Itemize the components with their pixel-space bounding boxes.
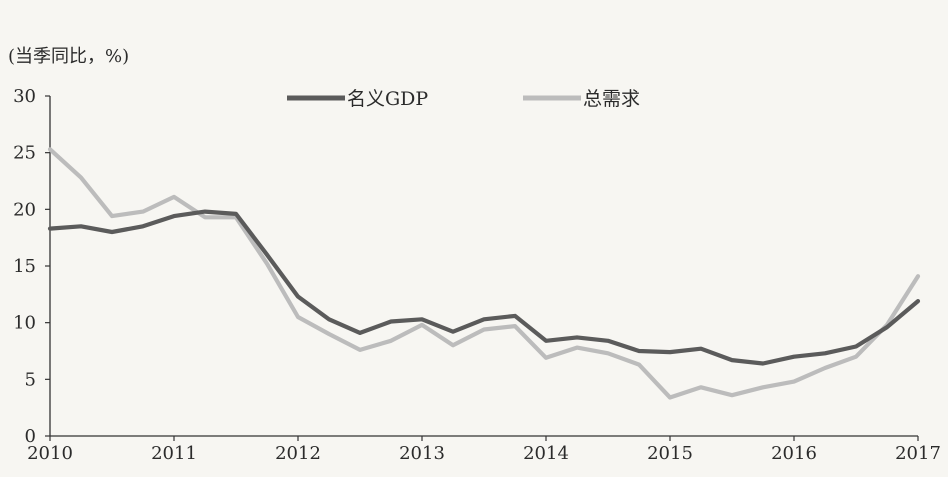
x-tick-label: 2014 <box>523 443 569 464</box>
series-line-nominal-gdp <box>47 209 921 366</box>
y-tick-label: 25 <box>13 143 36 164</box>
y-tick-label: 15 <box>13 256 36 277</box>
x-tick-label: 2013 <box>399 443 445 464</box>
legend-label: 名义GDP <box>347 88 428 110</box>
y-tick-label: 0 <box>25 426 36 447</box>
legend-item-nominal-gdp: 名义GDP <box>287 88 428 110</box>
y-axis-unit-label: (当季同比，%) <box>8 46 129 67</box>
x-tick-label: 2015 <box>647 443 693 464</box>
x-tick-label: 2016 <box>771 443 817 464</box>
x-tick-label: 2017 <box>895 443 941 464</box>
legend-label: 总需求 <box>583 88 640 110</box>
y-tick-label: 10 <box>13 313 36 334</box>
y-tick-label: 5 <box>25 369 36 390</box>
series-line-total-demand <box>47 147 921 400</box>
x-tick-label: 2010 <box>27 443 73 464</box>
x-tick-label: 2012 <box>275 443 321 464</box>
y-tick-label: 30 <box>13 86 36 107</box>
x-tick-label: 2011 <box>151 443 197 464</box>
y-tick-label: 20 <box>13 199 36 220</box>
legend-item-total-demand: 总需求 <box>523 88 640 110</box>
